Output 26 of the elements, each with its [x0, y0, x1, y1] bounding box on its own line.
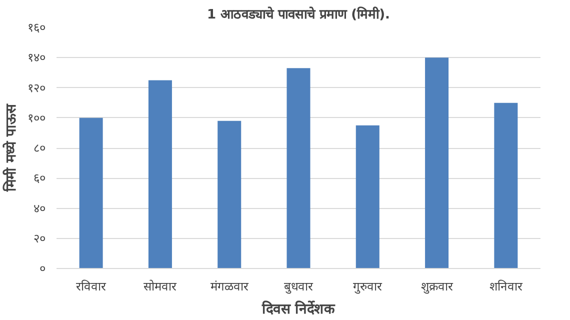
bar — [286, 68, 310, 268]
bar — [148, 80, 172, 268]
x-tick-label: बुधवार — [284, 280, 314, 294]
x-tick-label: मंगळवार — [210, 280, 250, 294]
y-tick-label: ६० — [34, 171, 46, 186]
chart-title: 1 आठवड्याचे पावसाचे प्रमाण (मिमी). — [207, 6, 390, 22]
y-tick-label: २० — [34, 231, 46, 246]
x-tick-label: शनिवार — [489, 280, 524, 294]
y-axis-title: मिमी मध्ये पाऊस — [2, 104, 20, 192]
bar — [356, 125, 380, 268]
y-tick-label: १२० — [28, 80, 46, 95]
bar — [218, 120, 242, 268]
bar — [494, 102, 518, 268]
x-axis-title: दिवस निर्देशक — [261, 300, 336, 318]
y-tick-label: ४० — [34, 201, 46, 216]
x-tick-label: सोमवार — [144, 280, 178, 294]
x-tick-label: गुरुवार — [353, 280, 384, 294]
y-tick-label: १०० — [28, 110, 46, 125]
y-tick-label: ८० — [34, 141, 46, 155]
y-tick-label: १४० — [28, 50, 46, 65]
y-tick-label: ० — [40, 262, 46, 276]
bar — [425, 58, 449, 268]
bar — [79, 118, 103, 268]
y-tick-label: १६० — [28, 20, 46, 34]
x-tick-label: शुक्रवार — [420, 280, 454, 294]
x-tick-label: रविवार — [76, 280, 108, 294]
